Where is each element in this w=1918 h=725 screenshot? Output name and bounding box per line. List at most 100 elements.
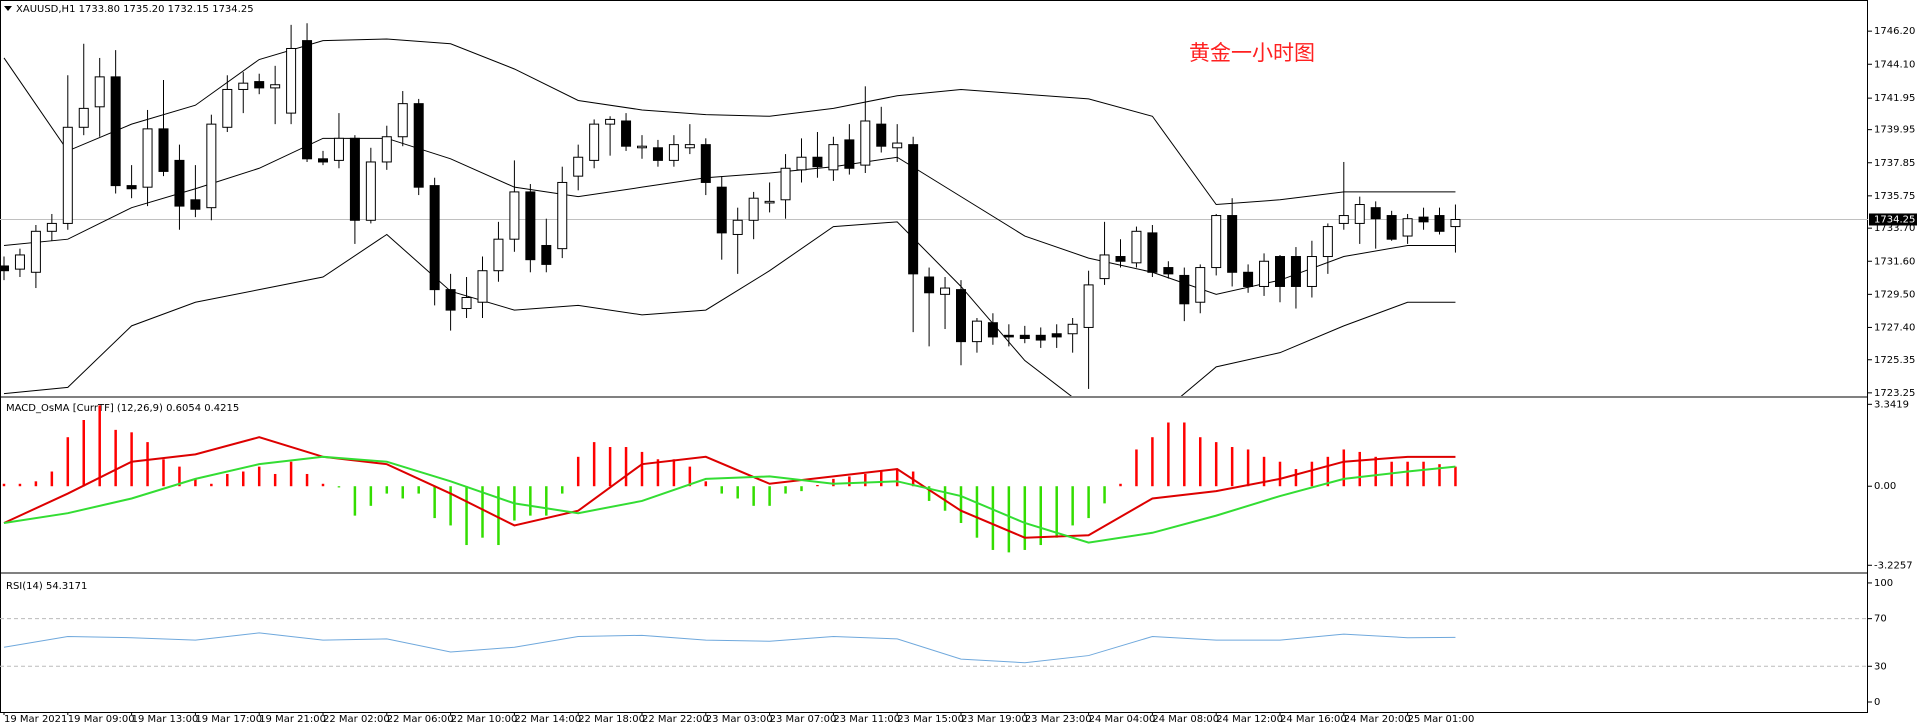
x-tick-label: 22 Mar 10:00 (451, 714, 518, 725)
candle-body (1386, 215, 1397, 240)
candle-body (1195, 267, 1206, 303)
candle-body (1259, 260, 1270, 287)
candle-body (1019, 334, 1030, 339)
candle-body (1290, 256, 1301, 287)
y-tick-label: 1739.95 (1874, 125, 1915, 136)
candle-body (1418, 216, 1429, 223)
x-tick-label: 24 Mar 12:00 (1216, 714, 1283, 725)
y-tick-label: 0 (1874, 697, 1880, 708)
y-tick-label: 1733.70 (1874, 223, 1915, 234)
candle-body (1179, 274, 1190, 305)
candle-body (477, 270, 488, 303)
candle-body (397, 103, 408, 138)
x-tick-label: 24 Mar 04:00 (1089, 714, 1156, 725)
plot-area (0, 618, 1868, 667)
candle-body (748, 197, 759, 221)
candle-body (525, 191, 536, 261)
candle-body (1243, 271, 1254, 287)
x-tick-label: 19 Mar 2021 (4, 714, 67, 725)
candle-body (365, 161, 376, 221)
y-tick-label: 1727.40 (1874, 322, 1915, 333)
y-tick-label: 1723.25 (1874, 388, 1915, 399)
x-tick-label: 23 Mar 15:00 (897, 714, 964, 725)
candle-body (0, 265, 9, 272)
price-label: 1734.25 (1874, 214, 1915, 225)
candle-body (557, 181, 568, 250)
menu-icon (4, 6, 12, 11)
candle-body (940, 287, 951, 295)
candle-body (445, 289, 456, 311)
candle-body (1402, 218, 1413, 237)
x-tick-label: 19 Mar 09:00 (68, 714, 135, 725)
candle-body (381, 136, 392, 163)
candle-body (764, 200, 775, 204)
candle-body (1370, 207, 1381, 220)
candle-body (429, 185, 440, 291)
candle-body (30, 230, 41, 273)
candle-body (796, 156, 807, 171)
band-line (3, 221, 1456, 396)
chart-title: XAUUSD,H1 1733.80 1735.20 1732.15 1734.2… (16, 4, 254, 15)
candle-body (46, 222, 57, 232)
candle-body (716, 186, 727, 234)
candle-body (110, 76, 121, 187)
candle-body (780, 167, 791, 201)
candle-body (828, 144, 839, 171)
candle-body (924, 276, 935, 294)
candle-body (94, 76, 105, 108)
candle-body (732, 219, 743, 235)
candle-body (1434, 215, 1445, 232)
band-line (3, 38, 1456, 206)
candle-body (573, 156, 584, 177)
candle-body (1083, 284, 1094, 328)
candle-body (652, 147, 663, 161)
candle-body (1051, 333, 1062, 338)
candle-body (190, 199, 201, 210)
candle-body (238, 82, 249, 90)
candle-body (62, 126, 73, 224)
x-tick-label: 24 Mar 16:00 (1280, 714, 1347, 725)
candle-body (254, 81, 265, 89)
candle-body (493, 238, 504, 272)
macd-title: MACD_OsMA [CurrTF] (12,26,9) 0.6054 0.42… (6, 403, 239, 414)
candle-body (222, 88, 233, 128)
candle-body (14, 254, 25, 270)
x-tick-label: 23 Mar 07:00 (770, 714, 837, 725)
candle-body (1322, 226, 1333, 258)
candle-body (158, 128, 169, 172)
y-tick-label: 100 (1874, 578, 1893, 589)
candle-body (1035, 334, 1046, 341)
frame (0, 0, 1868, 713)
x-tick-label: 19 Mar 21:00 (259, 714, 326, 725)
y-tick-label: 0.00 (1874, 481, 1896, 492)
candle-body (1338, 215, 1349, 224)
candle-body (684, 144, 695, 149)
x-tick-label: 23 Mar 19:00 (961, 714, 1028, 725)
candle-body (126, 185, 137, 190)
y-tick-label: -3.2257 (1874, 560, 1913, 571)
candle-body (1147, 232, 1158, 273)
candle-body (1067, 323, 1078, 335)
y-tick-label: 1735.75 (1874, 191, 1915, 202)
candle-body (1306, 256, 1317, 287)
candle-body (589, 123, 600, 161)
y-tick-label: 1731.60 (1874, 256, 1915, 267)
candle-body (509, 191, 520, 240)
x-tick-label: 19 Mar 17:00 (195, 714, 262, 725)
y-tick-label: 3.3419 (1874, 399, 1909, 410)
macd-line (3, 455, 1456, 544)
candle-body (908, 144, 919, 275)
y-tick-label: 1741.95 (1874, 93, 1915, 104)
x-tick-label: 24 Mar 08:00 (1152, 714, 1219, 725)
candle-body (78, 107, 89, 128)
y-tick-label: 70 (1874, 614, 1887, 625)
candle-body (349, 137, 360, 221)
y-tick-label: 1729.50 (1874, 289, 1915, 300)
candle-body (1115, 256, 1126, 262)
x-tick-label: 23 Mar 11:00 (833, 714, 900, 725)
candle-body (302, 40, 313, 160)
candle-body (413, 103, 424, 188)
candle-body (270, 84, 281, 89)
plot-area (2, 405, 1457, 553)
